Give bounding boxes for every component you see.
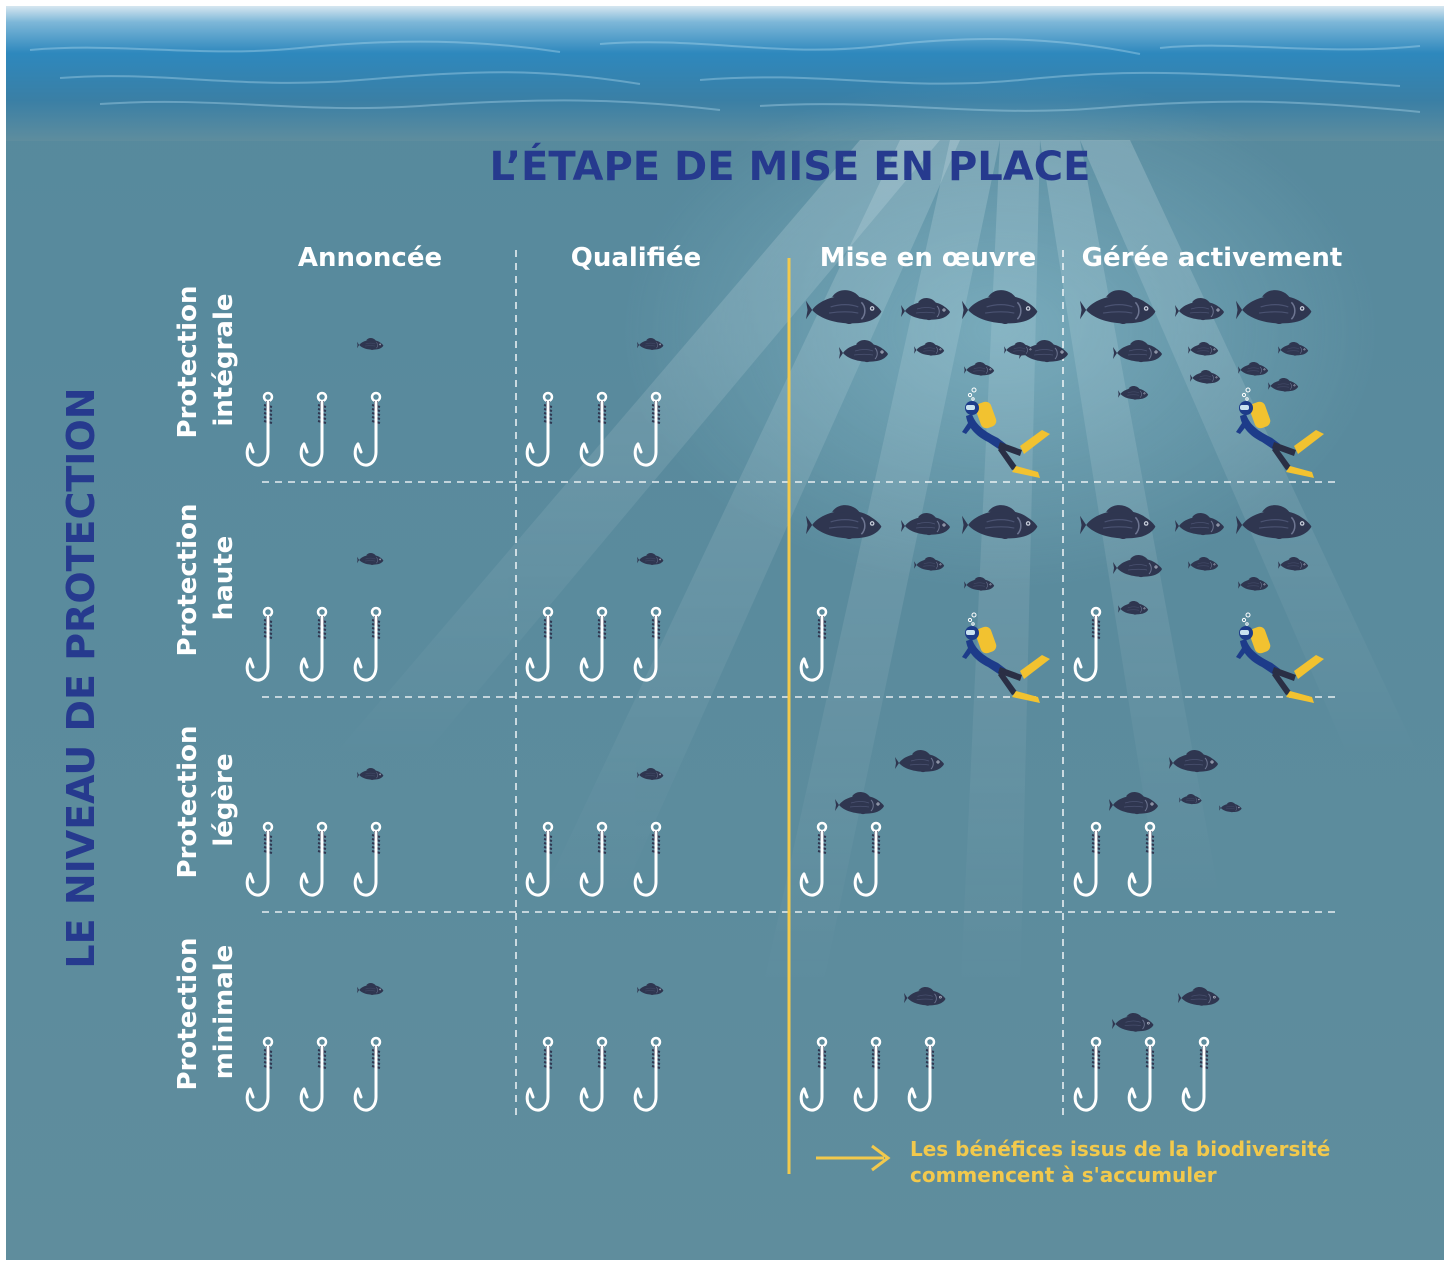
column-header-announced: Annoncée xyxy=(298,243,442,273)
row-header-high-line1: Protection xyxy=(173,504,203,657)
row-header-full-line2: intégrale xyxy=(209,293,239,426)
row-header-full-line1: Protection xyxy=(173,286,203,439)
row-header-minimal-line2: minimale xyxy=(209,945,239,1080)
note-line1: Les bénéfices issus de la biodiversité xyxy=(910,1137,1330,1161)
row-header-high-line2: haute xyxy=(209,536,239,621)
stage-title: L’ÉTAPE DE MISE EN PLACE xyxy=(490,142,1091,190)
column-header-qualified: Qualifiée xyxy=(571,243,702,273)
row-header-minimal-line1: Protection xyxy=(173,938,203,1091)
row-header-light-line1: Protection xyxy=(173,726,203,879)
row-header-light-line2: légère xyxy=(209,753,239,846)
protection-level-title: LE NIVEAU DE PROTECTION xyxy=(59,387,103,968)
column-header-implemented: Mise en œuvre xyxy=(820,243,1037,273)
column-header-actively-managed: Gérée activement xyxy=(1082,243,1343,273)
note-line2: commencent à s'accumuler xyxy=(910,1163,1217,1187)
sea-surface xyxy=(6,6,1444,141)
